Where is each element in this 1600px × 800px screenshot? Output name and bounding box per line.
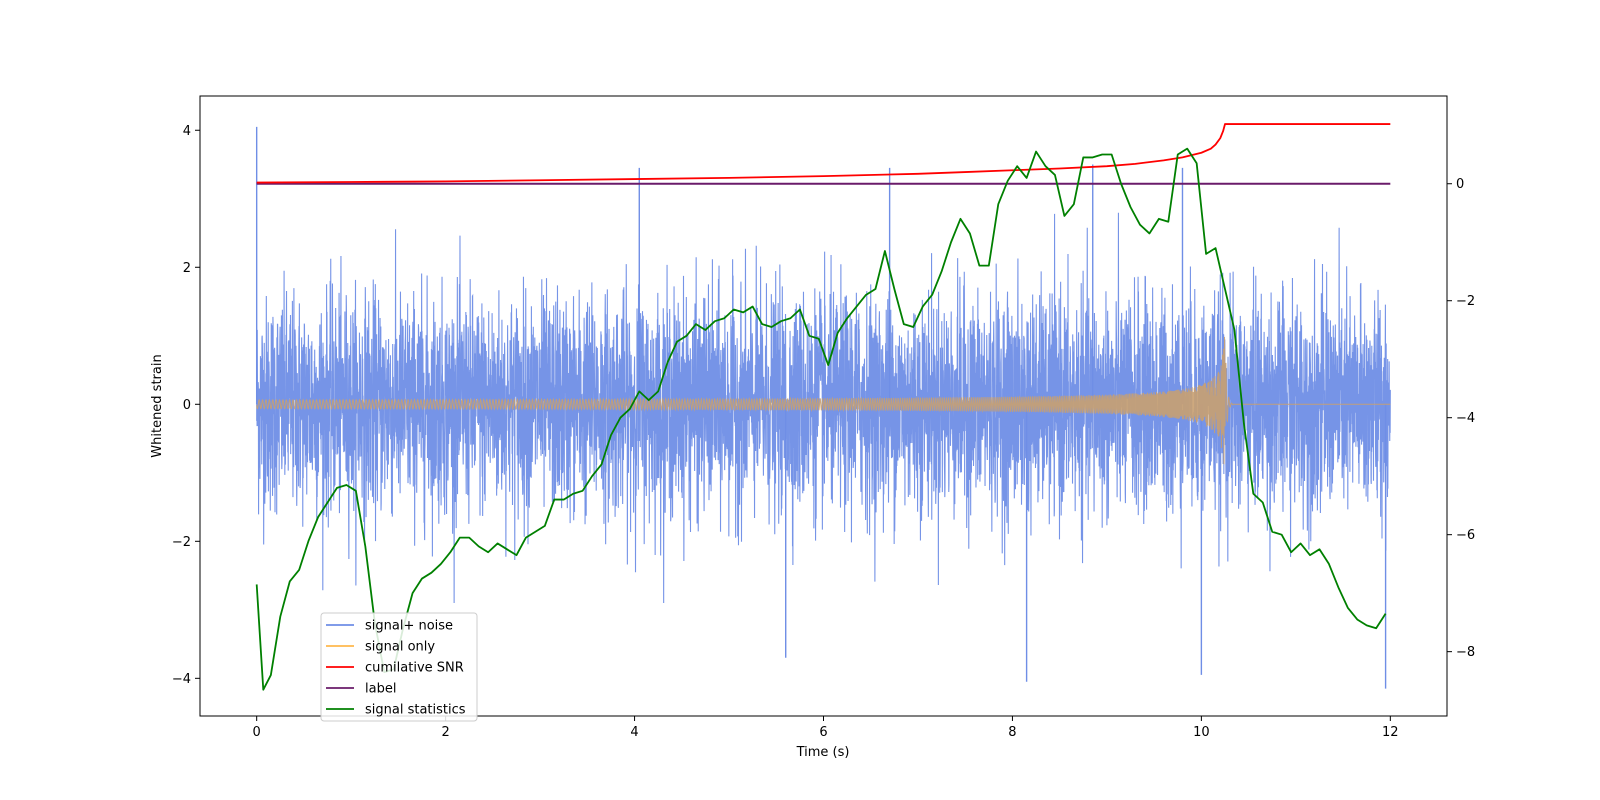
series-signal-only-line [256, 336, 1391, 465]
x-tick-label: 2 [441, 725, 449, 740]
y-right-tick-label: −2 [1456, 294, 1475, 309]
series-cumilative-snr-line [256, 123, 1391, 184]
y-right-tick-label: −8 [1456, 645, 1475, 660]
x-axis-label: Time (s) [796, 745, 850, 760]
y-tick-label: 0 [183, 398, 191, 413]
y-tick-label: −2 [172, 535, 191, 550]
x-tick-label: 10 [1193, 725, 1210, 740]
y-right-tick-label: −6 [1456, 528, 1475, 543]
legend-label: signal only [365, 640, 435, 655]
legend-box [320, 612, 478, 722]
series-signal-statistics-line [255, 147, 1387, 691]
axes: 0 2 4 6 8 10 12 −4 −2 0 2 4 −8 −6 −4 −2 0 [172, 124, 1475, 740]
y-tick-label: 2 [183, 261, 191, 276]
x-tick-label: 4 [630, 725, 638, 740]
legend-label: signal statistics [365, 703, 466, 718]
y-tick-label: 4 [183, 124, 191, 139]
x-tick-label: 12 [1382, 725, 1399, 740]
x-tick-label: 8 [1008, 725, 1016, 740]
y-right-tick-label: 0 [1456, 177, 1464, 192]
x-tick-label: 0 [253, 725, 261, 740]
y-right-tick-label: −4 [1456, 411, 1475, 426]
plot-area [255, 123, 1391, 691]
legend-label: cumilative SNR [365, 661, 464, 676]
legend: signal+ noise signal only cumilative SNR la… [320, 612, 478, 722]
y-axis-label: Whitened strain [150, 354, 165, 457]
legend-label: signal+ noise [365, 619, 453, 634]
y-tick-label: −4 [172, 672, 191, 687]
legend-label: label [365, 682, 396, 697]
x-tick-label: 6 [819, 725, 827, 740]
